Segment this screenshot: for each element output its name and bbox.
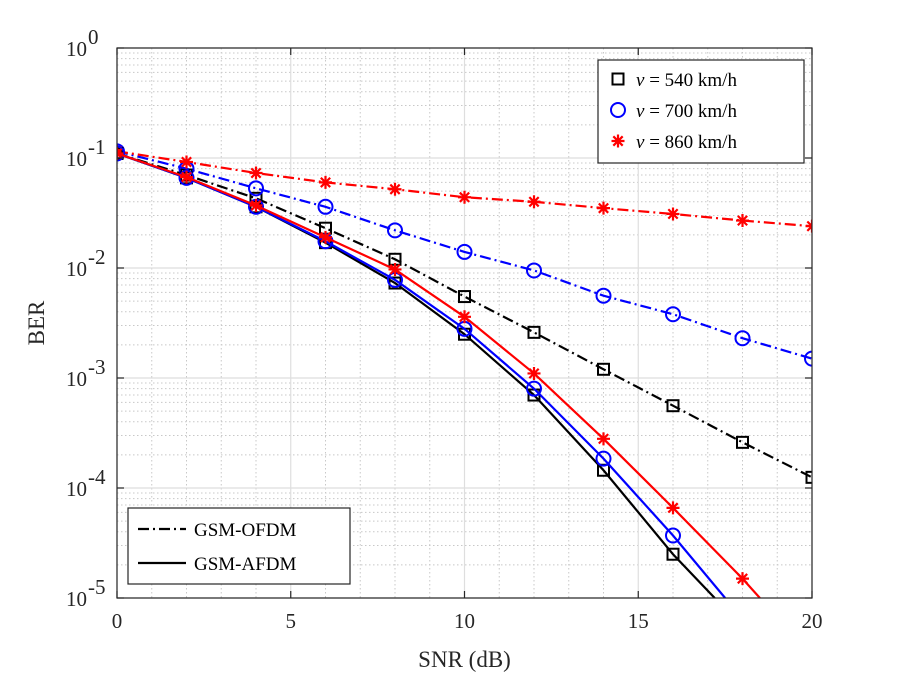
- data-point: [180, 170, 193, 184]
- data-point: [734, 330, 751, 347]
- data-point: [597, 362, 610, 376]
- data-point: [736, 214, 749, 228]
- data-point: [595, 450, 612, 467]
- data-point: [736, 435, 749, 449]
- data-point: [180, 155, 193, 169]
- y-axis-label: BER: [24, 300, 49, 345]
- data-point: [666, 501, 680, 515]
- legend-marker: [610, 102, 626, 118]
- x-axis-label: SNR (dB): [418, 647, 511, 672]
- data-point: [805, 470, 812, 484]
- y-tick-exponent: -2: [88, 245, 106, 269]
- y-tick-exponent: -4: [88, 465, 106, 489]
- y-tick-exponent: -5: [88, 575, 106, 599]
- legend-label: GSM-AFDM: [194, 554, 297, 575]
- y-tick-label: 10: [66, 367, 87, 391]
- legend-label: v = 860 km/h: [636, 132, 737, 153]
- legend-marker: [611, 72, 625, 86]
- data-point: [665, 527, 681, 544]
- data-point: [319, 230, 332, 244]
- data-point: [527, 366, 541, 380]
- data-point: [597, 432, 610, 446]
- data-point: [388, 182, 402, 196]
- data-point: [319, 175, 332, 189]
- data-point: [666, 399, 680, 413]
- series-line: [117, 150, 812, 228]
- data-point: [665, 306, 681, 323]
- data-point: [249, 198, 263, 212]
- y-tick-exponent: -3: [88, 355, 106, 379]
- data-point: [388, 262, 402, 276]
- data-point: [736, 572, 749, 586]
- data-point: [458, 190, 471, 204]
- legend-label: GSM-OFDM: [194, 520, 297, 541]
- data-point: [527, 325, 541, 339]
- x-tick-label: 0: [112, 609, 123, 633]
- x-tick-label: 5: [286, 609, 297, 633]
- data-point: [595, 287, 612, 304]
- data-point: [526, 262, 542, 279]
- y-tick-label: 10: [66, 37, 87, 61]
- legend-marker: [611, 134, 625, 148]
- data-point: [526, 380, 542, 397]
- series-gsm-afdm-860kmh: [117, 146, 761, 598]
- data-point: [527, 195, 541, 209]
- y-tick-exponent: 0: [88, 25, 99, 49]
- legend-label: v = 540 km/h: [636, 70, 737, 91]
- x-tick-label: 10: [454, 609, 475, 633]
- data-point: [458, 290, 471, 304]
- x-tick-label: 20: [802, 609, 823, 633]
- x-tick-label: 15: [628, 609, 649, 633]
- data-point: [248, 180, 264, 197]
- y-tick-label: 10: [66, 587, 87, 611]
- data-point: [666, 547, 680, 561]
- data-point: [456, 243, 473, 260]
- legend-box: [127, 507, 351, 585]
- series-line: [117, 150, 812, 360]
- y-tick-label: 10: [66, 147, 87, 171]
- data-point: [317, 198, 334, 215]
- data-point: [804, 350, 812, 367]
- series-line: [117, 152, 812, 479]
- series-layer: [117, 143, 812, 598]
- y-tick-label: 10: [66, 257, 87, 281]
- legend-box: [597, 59, 805, 164]
- data-point: [249, 166, 263, 180]
- axes: [116, 47, 813, 599]
- data-point: [117, 145, 125, 162]
- data-point: [597, 201, 610, 215]
- series-gsm-ofdm-860kmh: [117, 144, 812, 233]
- data-point: [666, 207, 680, 221]
- scheme-legend: GSM-OFDM GSM-AFDM: [127, 507, 351, 585]
- data-point: [458, 310, 471, 324]
- y-tick-exponent: -1: [88, 135, 106, 159]
- data-point: [387, 222, 403, 239]
- y-tick-label: 10: [66, 477, 87, 501]
- legend-label: v = 700 km/h: [636, 101, 737, 122]
- velocity-legend: v = 540 km/h v = 700 km/h v = 860 km/h: [597, 59, 805, 164]
